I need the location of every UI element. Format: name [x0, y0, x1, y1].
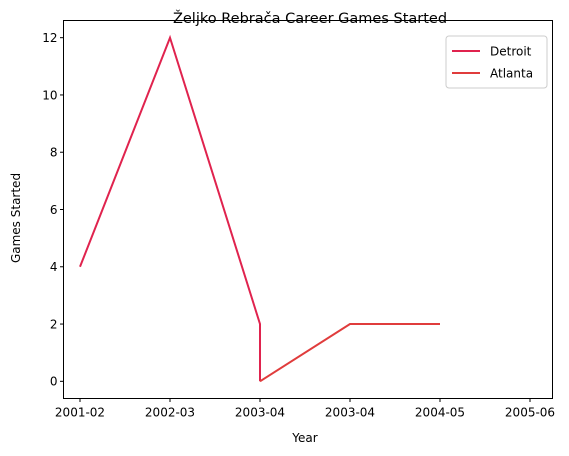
legend: Detroit Atlanta	[445, 35, 548, 89]
y-tick-label: 2	[50, 317, 58, 331]
y-tick-label: 6	[50, 203, 58, 217]
legend-box	[445, 35, 548, 89]
x-axis-label: Year	[291, 431, 317, 445]
x-tick-label: 2003-04	[325, 406, 375, 420]
chart-title: Željko Rebrača Career Games Started	[173, 9, 447, 27]
series-line-atlanta	[259, 323, 440, 383]
series-lines	[79, 34, 440, 383]
y-axis: 0 2 4 6 8 10 12	[42, 31, 64, 389]
legend-label-atlanta: Atlanta	[490, 66, 533, 80]
y-axis-label: Games Started	[9, 173, 23, 263]
y-tick-label: 0	[50, 375, 58, 389]
y-tick-label: 12	[42, 31, 57, 45]
y-tick-label: 4	[50, 260, 58, 274]
x-tick-label: 2004-05	[415, 406, 465, 420]
x-tick-label: 2003-04	[235, 406, 285, 420]
x-axis: 2001-02 2002-03 2003-04 2003-04 2004-05 2005-…	[55, 398, 555, 420]
legend-label-detroit: Detroit	[490, 44, 532, 58]
x-tick-label: 2002-03	[145, 406, 195, 420]
x-tick-label: 2005-06	[505, 406, 555, 420]
series-line-detroit	[79, 34, 261, 382]
y-tick-label: 10	[42, 88, 57, 102]
y-tick-label: 8	[50, 146, 58, 160]
x-tick-label: 2001-02	[55, 406, 105, 420]
